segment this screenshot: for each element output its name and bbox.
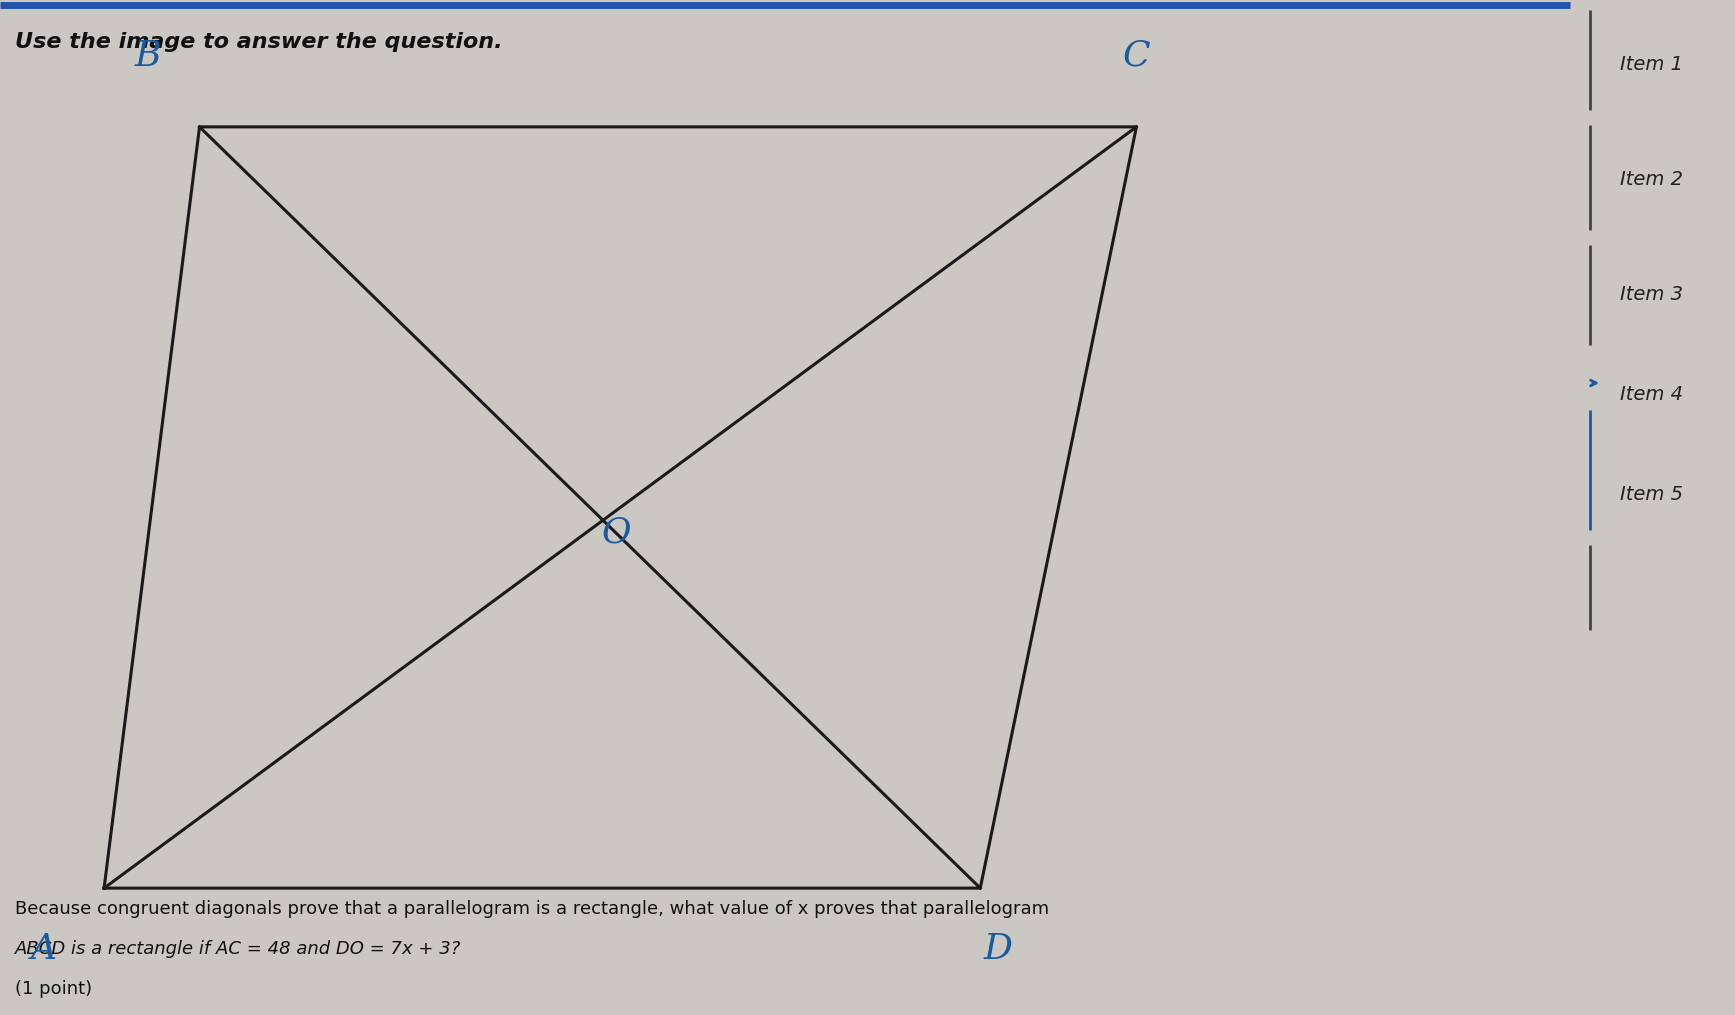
Text: Item 3: Item 3	[1620, 285, 1683, 304]
Text: Item 4: Item 4	[1620, 385, 1683, 404]
Text: D: D	[984, 932, 1012, 966]
Text: A: A	[29, 932, 57, 966]
Text: C: C	[1123, 39, 1150, 73]
Text: (1 point): (1 point)	[16, 980, 92, 998]
Text: Item 5: Item 5	[1620, 485, 1683, 504]
Text: Item 1: Item 1	[1620, 55, 1683, 74]
Text: ABCD is a rectangle if AC = 48 and DO = 7x + 3?: ABCD is a rectangle if AC = 48 and DO = …	[16, 940, 462, 958]
Text: Item 2: Item 2	[1620, 170, 1683, 189]
Text: Use the image to answer the question.: Use the image to answer the question.	[16, 32, 503, 52]
Text: O: O	[600, 516, 632, 550]
Text: B: B	[134, 39, 161, 73]
Text: Because congruent diagonals prove that a parallelogram is a rectangle, what valu: Because congruent diagonals prove that a…	[16, 900, 1050, 918]
